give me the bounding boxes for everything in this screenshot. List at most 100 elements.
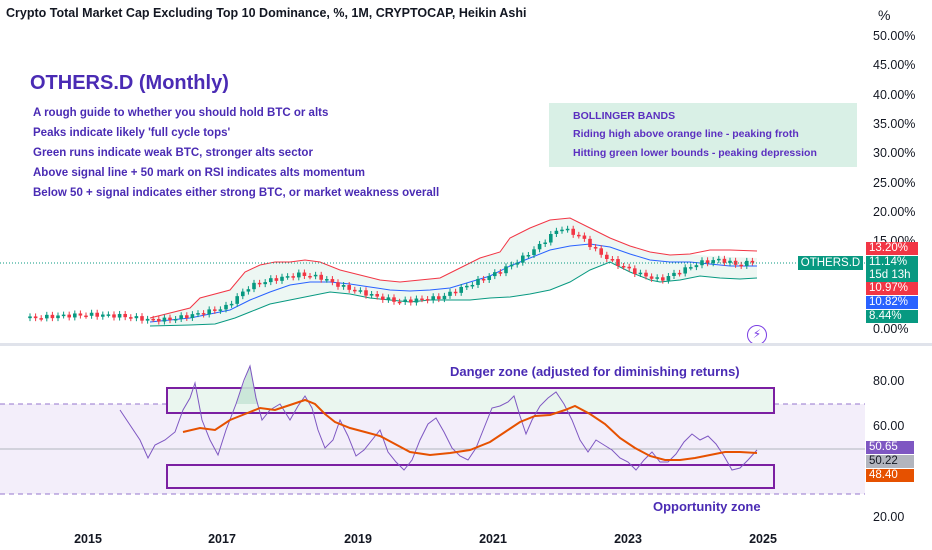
candle-body — [498, 272, 503, 274]
note-line: Above signal line + 50 mark on RSI indic… — [33, 167, 366, 179]
candle-body — [711, 260, 715, 264]
candle-body — [397, 301, 402, 304]
candles-group — [28, 225, 755, 325]
rsi-axis-label: 60.00 — [873, 419, 905, 433]
candle-body — [689, 267, 693, 269]
candle-body — [218, 309, 223, 311]
candle-body — [442, 295, 447, 300]
candle-body — [319, 274, 323, 280]
candle-body — [67, 314, 71, 318]
bollinger-note-title: BOLLINGER BANDS — [573, 110, 676, 122]
lower-band-tag: 8.44% — [866, 310, 918, 323]
candle-body — [599, 248, 603, 255]
candle-body — [269, 278, 273, 283]
candle-body — [425, 299, 430, 301]
candle-body — [151, 318, 155, 321]
candle-body — [481, 278, 486, 281]
candle-body — [207, 309, 211, 315]
chart-title: Crypto Total Market Cap Excluding Top 10… — [6, 6, 527, 20]
candle-body — [235, 296, 239, 304]
candle-body — [610, 259, 615, 261]
candle-body — [448, 291, 452, 296]
candle-body — [112, 314, 116, 318]
candle-body — [638, 272, 643, 275]
candle-body — [95, 312, 99, 317]
candle-body — [291, 276, 295, 278]
time-axis-label: 2015 — [74, 532, 102, 546]
candle-body — [28, 316, 32, 319]
time-axis-label: 2023 — [614, 532, 642, 546]
candle-body — [162, 317, 167, 322]
price-axis-label: 30.00% — [873, 146, 916, 160]
rsi-signal-tag: 48.40 — [866, 469, 914, 482]
upper-band-tag: 13.20% — [866, 242, 918, 255]
candle-body — [470, 284, 475, 287]
candle-body — [526, 255, 531, 257]
candle-body — [246, 289, 251, 292]
candle-body — [504, 266, 508, 274]
danger-zone-label: Danger zone (adjusted for diminishing re… — [450, 364, 740, 379]
candle-body — [252, 282, 256, 290]
candle-body — [73, 313, 77, 318]
open-tag: 10.97% — [866, 282, 918, 295]
rsi-overbought-fill — [236, 366, 258, 404]
pane-divider[interactable] — [0, 343, 932, 346]
candle-body — [330, 279, 335, 283]
price-axis-label: 35.00% — [873, 117, 916, 131]
candle-body — [179, 315, 183, 320]
candle-body — [459, 286, 463, 293]
candle-body — [750, 260, 755, 263]
percent-scale-button[interactable]: % — [878, 7, 891, 23]
rsi-value-tag: 50.65 — [866, 441, 914, 454]
price-axis-label: 50.00% — [873, 29, 916, 43]
candle-body — [722, 258, 727, 263]
candle-body — [381, 296, 385, 300]
note-line: Peaks indicate likely 'full cycle tops' — [33, 127, 231, 139]
candle-body — [453, 291, 458, 294]
candle-body — [224, 304, 228, 310]
price-axis-label: 45.00% — [873, 58, 916, 72]
candle-body — [633, 268, 637, 275]
candle-body — [571, 228, 575, 235]
lightning-icon[interactable]: ⚡︎ — [747, 325, 767, 345]
time-axis-label: 2017 — [208, 532, 236, 546]
candle-body — [677, 272, 682, 275]
candle-body — [605, 254, 609, 260]
candle-body — [465, 285, 469, 288]
candle-body — [644, 272, 648, 277]
price-axis-label: 0.00% — [873, 322, 909, 336]
note-line: Below 50 + signal indicates either stron… — [33, 187, 440, 199]
candle-body — [229, 303, 234, 306]
candle-body — [532, 249, 536, 256]
rsi-axis-label: 20.00 — [873, 510, 905, 524]
rsi-axis-label: 80.00 — [873, 374, 905, 388]
candle-body — [297, 272, 301, 278]
candle-body — [241, 291, 245, 297]
candle-body — [420, 298, 424, 301]
candle-body — [409, 299, 413, 303]
candle-body — [582, 235, 587, 239]
candle-body — [431, 296, 435, 301]
rsi-mid-tag: 50.22 — [866, 455, 914, 468]
candle-body — [375, 294, 379, 297]
candle-body — [666, 275, 671, 281]
opportunity-zone-label: Opportunity zone — [653, 499, 761, 514]
candle-body — [117, 313, 122, 318]
candle-body — [302, 272, 307, 276]
lower-band-line — [149, 261, 758, 327]
bollinger-note-line: Hitting green lower bounds - peaking dep… — [573, 147, 817, 159]
candle-body — [168, 317, 172, 321]
candle-body — [414, 298, 419, 303]
candle-body — [257, 282, 262, 285]
candle-body — [84, 315, 88, 318]
candle-body — [392, 297, 396, 302]
candle-body — [521, 255, 525, 263]
candle-body — [476, 278, 480, 285]
time-axis-label: 2019 — [344, 532, 372, 546]
price-axis-label: 20.00% — [873, 205, 916, 219]
candle-body — [201, 313, 206, 315]
candle-body — [627, 266, 631, 269]
symbol-tag[interactable]: OTHERS.D — [798, 256, 863, 270]
candle-body — [89, 312, 94, 316]
